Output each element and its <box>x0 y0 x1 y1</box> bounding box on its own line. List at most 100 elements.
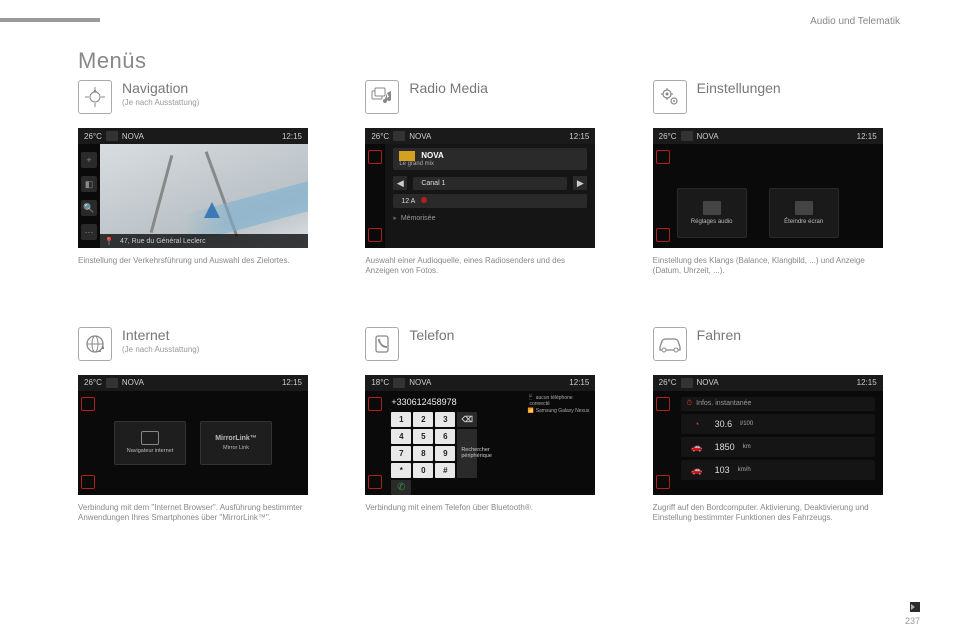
drive-header: ⏱Infos. instantanée <box>681 397 875 411</box>
tile1-label: Réglages audio <box>691 219 733 225</box>
gear-icon <box>653 80 687 114</box>
distance-row: 🚗 1850 km <box>681 437 875 457</box>
gauge-icon: ◔ <box>687 419 707 429</box>
screen-off-tile[interactable]: Éteindre écran <box>769 188 839 238</box>
page-title: Menüs <box>78 48 147 74</box>
browser-label: Navigateur internet <box>127 448 173 454</box>
time: 12:15 <box>857 378 877 387</box>
speed-unit: km/h <box>738 467 751 473</box>
menu-icon[interactable]: ⋯ <box>81 224 97 240</box>
time: 12:15 <box>857 132 877 141</box>
key-0[interactable]: 0 <box>413 463 433 478</box>
key-1[interactable]: 1 <box>391 412 411 427</box>
search-icon[interactable]: 🔍 <box>81 200 97 216</box>
zoom-in-icon[interactable]: + <box>81 152 97 168</box>
temp: 26°C <box>659 378 677 387</box>
key-6[interactable]: 6 <box>435 429 455 444</box>
top-accent-bar <box>0 18 100 22</box>
key-7[interactable]: 7 <box>391 446 411 461</box>
car-icon <box>653 327 687 361</box>
radio-title: Radio Media <box>409 80 488 96</box>
consumption-unit: l/100 <box>740 421 753 427</box>
record-dot-icon <box>421 197 427 203</box>
temp: 26°C <box>371 132 389 141</box>
sat-icon <box>393 131 405 141</box>
station: NOVA <box>409 132 431 141</box>
phone-title: Telefon <box>409 327 454 343</box>
station: NOVA <box>697 132 719 141</box>
drive-screenshot: 26°CNOVA 12:15 ⏱Infos. instantanée ◔ 30.… <box>653 375 883 495</box>
station-logo-icon <box>399 151 415 161</box>
navigation-subtitle: (Je nach Ausstattung) <box>122 98 199 107</box>
globe-icon <box>78 327 112 361</box>
layers-icon[interactable]: ◧ <box>81 176 97 192</box>
key-star[interactable]: * <box>391 463 411 478</box>
internet-caption: Verbindung mit dem "Internet Browser". A… <box>78 503 308 524</box>
map-area[interactable] <box>100 144 308 248</box>
station-tagline: Le grand mix <box>399 161 581 167</box>
prev-arrow-icon[interactable]: ◀ <box>393 176 407 190</box>
sliders-icon <box>703 201 721 215</box>
key-8[interactable]: 8 <box>413 446 433 461</box>
internet-screenshot: 26°CNOVA 12:15 Navigateur internet Mirro… <box>78 375 308 495</box>
preset-row[interactable]: 12 A <box>393 194 587 208</box>
canal-label[interactable]: Canal 1 <box>413 177 567 190</box>
key-2[interactable]: 2 <box>413 412 433 427</box>
contacts-icon[interactable] <box>368 475 382 489</box>
key-3[interactable]: 3 <box>435 412 455 427</box>
settings-caption: Einstellung des Klangs (Balance, Klangbi… <box>653 256 883 277</box>
source-icon[interactable] <box>368 150 382 164</box>
search-device[interactable]: Rechercher périphérique <box>457 429 477 478</box>
phone-caption: Verbindung mit einem Telefon über Blueto… <box>365 503 595 513</box>
key-hash[interactable]: # <box>435 463 455 478</box>
key-delete[interactable]: ⌫ <box>457 412 477 427</box>
key-4[interactable]: 4 <box>391 429 411 444</box>
navigation-screenshot: 26°CNOVA 12:15 + ◧ 🔍 ⋯ 47, Rue du Généra… <box>78 128 308 248</box>
back-icon[interactable] <box>81 397 95 411</box>
browser-icon <box>141 431 159 445</box>
page-number: 237 <box>905 616 920 626</box>
station: NOVA <box>409 378 431 387</box>
distance-value: 1850 <box>715 442 735 452</box>
screen-icon <box>795 201 813 215</box>
more-icon[interactable] <box>656 228 670 242</box>
key-9[interactable]: 9 <box>435 446 455 461</box>
radio-caption: Auswahl einer Audioquelle, eines Radiose… <box>365 256 595 277</box>
section-header: Audio und Telematik <box>810 16 900 27</box>
mirrorlink-sub: Mirror Link <box>223 445 249 451</box>
speed-icon: 🚗 <box>687 465 707 475</box>
memory-label[interactable]: Mémorisée <box>393 214 587 222</box>
time: 12:15 <box>569 132 589 141</box>
speed-value: 103 <box>715 465 730 475</box>
mirrorlink-tile[interactable]: MirrorLink™ Mirror Link <box>200 421 272 465</box>
back-icon[interactable] <box>656 397 670 411</box>
temp: 18°C <box>371 378 389 387</box>
mirrorlink-brand: MirrorLink™ <box>215 435 257 442</box>
next-arrow-icon[interactable]: ▶ <box>573 176 587 190</box>
consumption-value: 30.6 <box>715 419 733 429</box>
temp: 26°C <box>84 378 102 387</box>
cell-settings: Einstellungen 26°CNOVA 12:15 Réglages au… <box>653 80 900 277</box>
audio-settings-tile[interactable]: Réglages audio <box>677 188 747 238</box>
internet-title: Internet <box>122 327 199 343</box>
cell-navigation: Navigation (Je nach Ausstattung) 26°CNOV… <box>78 80 325 277</box>
sat-icon <box>681 378 693 388</box>
car-ico: 🚗 <box>687 442 707 452</box>
trip-icon[interactable] <box>656 475 670 489</box>
back-icon[interactable] <box>656 150 670 164</box>
menu-grid: Navigation (Je nach Ausstattung) 26°CNOV… <box>78 80 900 524</box>
sat-icon <box>681 131 693 141</box>
media-icon <box>365 80 399 114</box>
speed-row: 🚗 103 km/h <box>681 460 875 480</box>
more-icon[interactable] <box>81 475 95 489</box>
time: 12:15 <box>282 378 302 387</box>
back-icon[interactable] <box>368 397 382 411</box>
time: 12:15 <box>282 132 302 141</box>
call-button[interactable]: ✆ <box>391 480 411 495</box>
cell-internet: Internet (Je nach Ausstattung) 26°CNOVA … <box>78 327 325 524</box>
compass-icon <box>78 80 112 114</box>
address-bar: 47, Rue du Général Leclerc <box>100 234 308 248</box>
key-5[interactable]: 5 <box>413 429 433 444</box>
browser-tile[interactable]: Navigateur internet <box>114 421 186 465</box>
list-icon[interactable] <box>368 228 382 242</box>
